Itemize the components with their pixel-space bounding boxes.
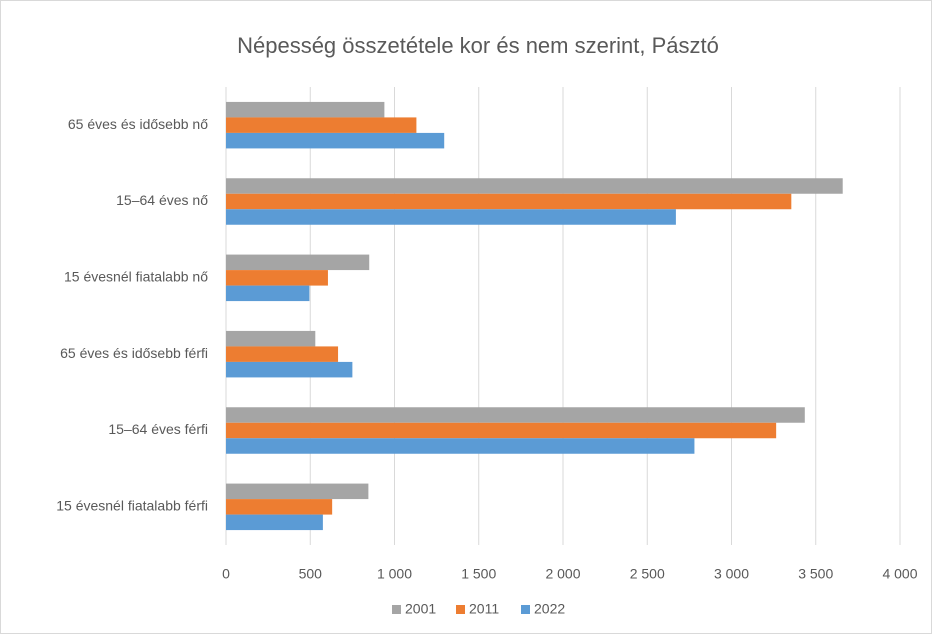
bar (226, 270, 328, 286)
y-tick-label: 15 évesnél fiatalabb nő (64, 269, 208, 285)
x-tick-label: 4 000 (882, 566, 917, 582)
y-tick-label: 65 éves és idősebb férfi (60, 345, 208, 361)
y-tick-label: 65 éves és idősebb nő (68, 116, 208, 132)
x-tick-label: 3 000 (714, 566, 749, 582)
legend-label: 2011 (469, 601, 499, 617)
bar (226, 285, 310, 302)
bar (226, 117, 417, 133)
x-tick-label: 2 000 (545, 566, 580, 582)
y-tick-label: 15 évesnél fiatalabb férfi (56, 498, 208, 514)
bar (226, 361, 353, 378)
x-tick-label: 3 500 (798, 566, 833, 582)
legend-swatch (456, 605, 465, 614)
bar (226, 499, 333, 515)
bar (226, 483, 369, 500)
bar (226, 193, 792, 210)
x-tick-label: 0 (222, 566, 230, 582)
bar (226, 178, 843, 194)
chart-title: Népesség összetétele kor és nem szerint,… (237, 33, 719, 58)
bar (226, 254, 370, 271)
bar (226, 438, 695, 454)
x-tick-label: 1 500 (461, 566, 496, 582)
bar (226, 132, 445, 149)
bar (226, 514, 323, 531)
legend-swatch (392, 605, 401, 614)
x-tick-label: 2 500 (630, 566, 665, 582)
x-tick-label: 1 000 (377, 566, 412, 582)
legend-swatch (521, 605, 530, 614)
bar (226, 407, 805, 423)
x-tick-label: 500 (299, 566, 323, 582)
bar (226, 346, 339, 362)
y-tick-label: 15–64 éves nő (116, 192, 208, 208)
bar (226, 101, 385, 118)
bar (226, 209, 676, 225)
y-tick-label: 15–64 éves férfi (108, 421, 208, 437)
bar (226, 330, 316, 347)
legend-label: 2001 (405, 601, 436, 617)
legend-label: 2022 (534, 601, 565, 617)
bar (226, 422, 777, 439)
